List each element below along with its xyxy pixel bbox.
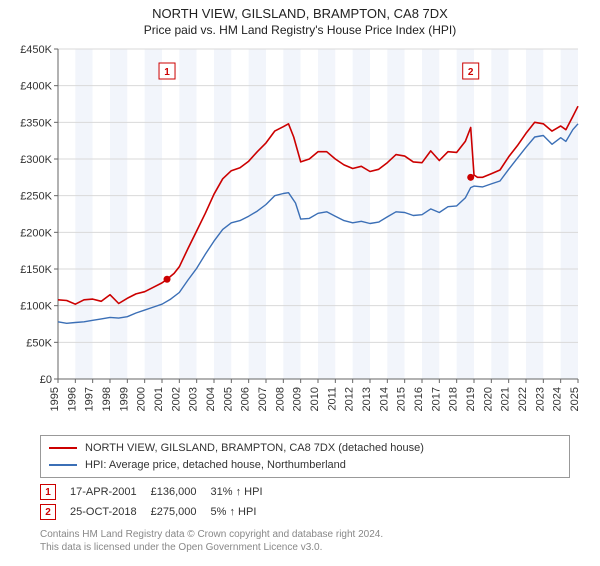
svg-text:£0: £0 <box>40 374 52 386</box>
svg-text:2005: 2005 <box>222 387 234 411</box>
svg-text:2019: 2019 <box>465 387 477 411</box>
svg-text:2012: 2012 <box>344 387 356 411</box>
sale-price: £275,000 <box>151 502 211 522</box>
svg-text:2007: 2007 <box>257 387 269 411</box>
svg-text:1995: 1995 <box>49 387 61 411</box>
svg-text:2017: 2017 <box>430 387 442 411</box>
svg-text:1: 1 <box>164 67 170 78</box>
svg-text:2025: 2025 <box>569 387 581 411</box>
svg-text:2013: 2013 <box>361 387 373 411</box>
svg-text:2022: 2022 <box>517 387 529 411</box>
svg-text:2011: 2011 <box>326 387 338 411</box>
sale-price: £136,000 <box>151 482 211 502</box>
svg-text:£350K: £350K <box>20 117 52 129</box>
svg-text:2024: 2024 <box>552 387 564 411</box>
sale-date: 17-APR-2001 <box>70 482 151 502</box>
chart-title: NORTH VIEW, GILSLAND, BRAMPTON, CA8 7DX <box>0 6 600 21</box>
legend-swatch-property <box>49 447 77 449</box>
svg-text:1996: 1996 <box>66 387 78 411</box>
legend-label-hpi: HPI: Average price, detached house, Nort… <box>85 457 346 474</box>
svg-text:£400K: £400K <box>20 81 52 93</box>
svg-text:2016: 2016 <box>413 387 425 411</box>
sales-table: 1 17-APR-2001£136,00031% ↑ HPI 2 25-OCT-201… <box>40 482 277 522</box>
svg-text:£150K: £150K <box>20 264 52 276</box>
svg-text:2003: 2003 <box>188 387 200 411</box>
legend-row-hpi: HPI: Average price, detached house, Nort… <box>49 457 561 474</box>
sale-marker: 2 <box>40 504 56 520</box>
legend: NORTH VIEW, GILSLAND, BRAMPTON, CA8 7DX … <box>40 435 570 478</box>
legend-row-property: NORTH VIEW, GILSLAND, BRAMPTON, CA8 7DX … <box>49 440 561 457</box>
legend-swatch-hpi <box>49 464 77 466</box>
chart-svg: £0 £50K £100K £150K £200K £250K £300K £350K £400… <box>0 41 600 429</box>
table-row: 1 17-APR-2001£136,00031% ↑ HPI <box>40 482 277 502</box>
svg-text:2001: 2001 <box>153 387 165 411</box>
svg-text:£100K: £100K <box>20 301 52 313</box>
svg-text:2004: 2004 <box>205 387 217 411</box>
svg-text:2009: 2009 <box>292 387 304 411</box>
sale-delta: 31% ↑ HPI <box>211 482 277 502</box>
svg-text:2008: 2008 <box>274 387 286 411</box>
chart-subtitle: Price paid vs. HM Land Registry's House … <box>0 23 600 37</box>
svg-text:2021: 2021 <box>500 387 512 411</box>
svg-text:£450K: £450K <box>20 44 52 56</box>
legend-label-property: NORTH VIEW, GILSLAND, BRAMPTON, CA8 7DX … <box>85 440 424 457</box>
svg-text:2000: 2000 <box>136 387 148 411</box>
svg-text:1997: 1997 <box>84 387 96 411</box>
footer-line1: Contains HM Land Registry data © Crown c… <box>40 528 600 541</box>
svg-text:2014: 2014 <box>378 387 390 411</box>
svg-text:2002: 2002 <box>170 387 182 411</box>
sale-marker: 1 <box>40 484 56 500</box>
sale-date: 25-OCT-2018 <box>70 502 151 522</box>
table-row: 2 25-OCT-2018£275,0005% ↑ HPI <box>40 502 277 522</box>
svg-text:1998: 1998 <box>101 387 113 411</box>
svg-text:2023: 2023 <box>534 387 546 411</box>
svg-text:2018: 2018 <box>448 387 460 411</box>
sale-delta: 5% ↑ HPI <box>211 502 277 522</box>
footer: Contains HM Land Registry data © Crown c… <box>40 528 600 554</box>
svg-text:£50K: £50K <box>26 337 52 349</box>
svg-text:2: 2 <box>468 67 474 78</box>
svg-text:£200K: £200K <box>20 227 52 239</box>
svg-text:£300K: £300K <box>20 154 52 166</box>
footer-line2: This data is licensed under the Open Gov… <box>40 541 600 554</box>
svg-text:2006: 2006 <box>240 387 252 411</box>
svg-text:£250K: £250K <box>20 191 52 203</box>
svg-text:1999: 1999 <box>118 387 130 411</box>
svg-text:2010: 2010 <box>309 387 321 411</box>
svg-text:2015: 2015 <box>396 387 408 411</box>
svg-text:2020: 2020 <box>482 387 494 411</box>
price-chart: £0 £50K £100K £150K £200K £250K £300K £350K £400… <box>0 41 600 429</box>
